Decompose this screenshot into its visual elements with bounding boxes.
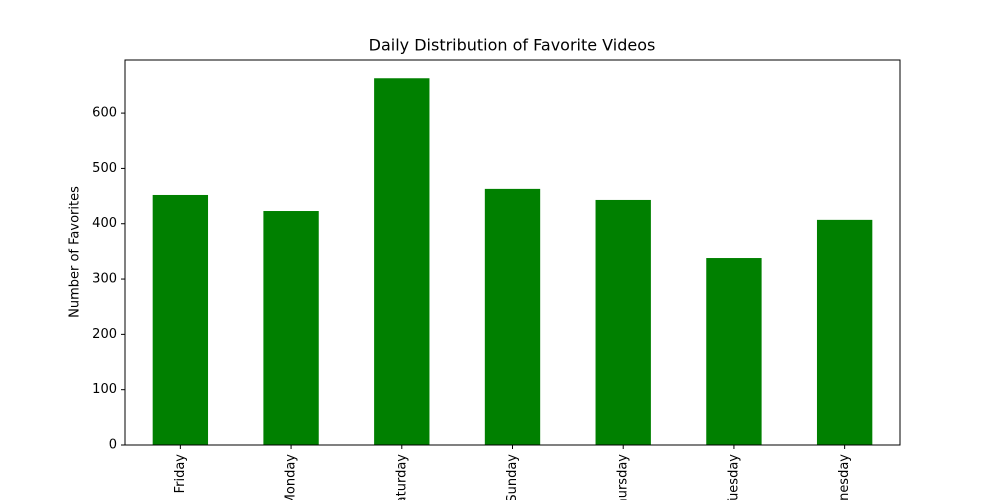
y-tick-label: 500 [92,161,117,176]
x-tick-label: Thursday [616,454,631,500]
x-tick-label: Tuesday [726,454,741,500]
plot-frame [124,59,901,446]
bar [152,194,209,445]
x-tick-label: Friday [173,454,188,494]
bar [816,219,873,445]
y-tick-label: 400 [92,216,117,231]
bar [706,258,762,445]
y-tick-label: 200 [92,327,117,342]
y-tick-label: 0 [109,438,117,453]
bar [374,78,430,446]
y-tick-label: 100 [92,382,117,397]
bar [484,188,541,446]
y-axis-label: Number of Favorites [68,186,83,318]
y-tick-label: 300 [92,272,117,287]
x-tick-label: Saturday [394,454,409,500]
chart-title: Daily Distribution of Favorite Videos [369,36,656,55]
y-tick-label: 600 [92,106,117,121]
bar [595,199,651,445]
x-tick-label: Monday [284,454,299,500]
bar [263,211,319,445]
x-tick-label: Wednesday [837,454,852,500]
x-tick-label: Sunday [505,454,520,500]
